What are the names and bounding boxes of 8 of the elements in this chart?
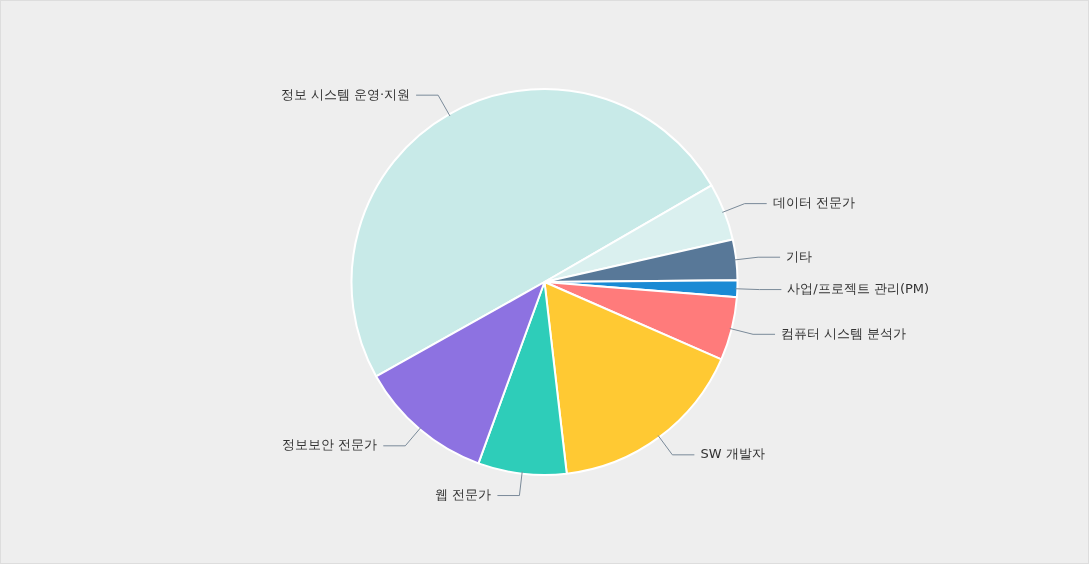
slice-label: 웹 전문가 <box>435 486 492 502</box>
slice-label: 데이터 전문가 <box>772 195 855 210</box>
slice-label: 정보 시스템 운영·지원 <box>280 86 411 102</box>
slice-label: 사업/프로젝트 관리(PM) <box>787 280 930 296</box>
slice-label: 컴퓨터 시스템 분석가 <box>781 325 907 341</box>
slice-label: SW 개발자 <box>700 446 765 462</box>
slice-label: 기타 <box>786 248 813 264</box>
slice-label: 정보보안 전문가 <box>282 437 378 453</box>
